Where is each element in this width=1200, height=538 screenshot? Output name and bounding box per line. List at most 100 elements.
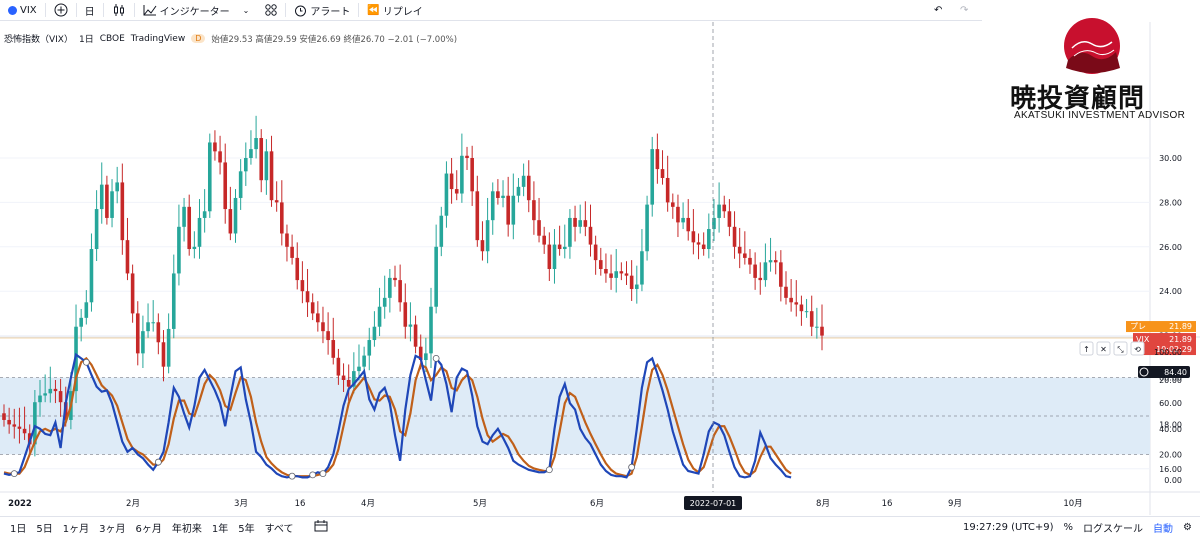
- clock-timezone[interactable]: 19:27:29 (UTC+9): [963, 522, 1054, 533]
- pre-market-label: プレ: [1130, 322, 1146, 331]
- oscillator-series: [3, 352, 792, 480]
- candle-body: [382, 297, 387, 307]
- candle-body: [33, 402, 37, 445]
- candle-body: [691, 231, 696, 243]
- candle-body: [89, 249, 94, 303]
- chart-canvas[interactable]: 30.0028.0026.0024.0022.0020.0018.0016.00…: [0, 0, 1200, 516]
- osc-value-label: 84.40: [1164, 368, 1187, 377]
- candle-body: [228, 209, 233, 234]
- last-price-symbol: VIX: [1136, 335, 1150, 344]
- series-interval: 1日: [78, 35, 94, 45]
- candle-body: [233, 197, 238, 234]
- last-price-value: 21.89: [1169, 335, 1192, 344]
- compare-symbol-button[interactable]: [46, 0, 76, 20]
- pane-button: [1096, 341, 1111, 356]
- price-tick-label: 16.00: [1159, 465, 1182, 474]
- toolbar-divider: [133, 3, 135, 17]
- replay-label: リプレイ: [382, 6, 423, 18]
- candle-body: [207, 142, 212, 212]
- series-source: TradingView: [130, 33, 186, 44]
- candle-body: [341, 375, 346, 380]
- candle-body: [22, 428, 27, 434]
- range-5y[interactable]: 5年: [238, 524, 255, 535]
- plus-circle-icon: [54, 3, 68, 17]
- percent-toggle[interactable]: %: [1063, 522, 1074, 533]
- candle-body: [671, 202, 675, 207]
- alert-label: アラート: [310, 6, 351, 18]
- candles-icon: [113, 4, 124, 16]
- grid-icon: [265, 4, 278, 16]
- candle-body: [38, 395, 42, 403]
- candle-body: [470, 158, 474, 192]
- candle-body: [485, 220, 490, 252]
- range-all[interactable]: すべて: [264, 524, 294, 535]
- candle-body: [141, 331, 145, 354]
- toolbar-divider: [285, 3, 287, 17]
- candle-body: [17, 426, 22, 429]
- crossover-marker: [154, 458, 162, 466]
- candle-body: [84, 302, 89, 318]
- candle-body: [521, 175, 526, 187]
- chart-type-button[interactable]: [104, 0, 134, 20]
- candle-body: [182, 206, 186, 227]
- minus-circle-icon: [1139, 367, 1149, 377]
- osc-tick-label: 100.00: [1154, 348, 1182, 357]
- candle-body: [568, 217, 572, 247]
- candle-body: [737, 246, 742, 254]
- range-5d[interactable]: 5日: [36, 524, 53, 535]
- time-tick-label: 16: [295, 499, 306, 509]
- candle-body: [151, 322, 155, 324]
- candle-body: [511, 195, 516, 225]
- gear-icon[interactable]: ⚙: [1183, 522, 1192, 533]
- crossover-marker: [432, 354, 440, 362]
- pane-button-label: ✕: [1100, 345, 1107, 354]
- bottom-toolbar: 1日 5日 1ヶ月 3ヶ月 6ヶ月 年初来 1年 5年 すべて 19:27:29…: [0, 516, 1200, 538]
- series-exchange: CBOE: [99, 33, 125, 44]
- pane-button-label: ↑: [1083, 345, 1090, 354]
- candle-body: [655, 149, 660, 170]
- candle-body: [557, 244, 562, 250]
- candle-body: [177, 226, 181, 274]
- candle-body: [202, 211, 207, 218]
- range-1y[interactable]: 1年: [211, 524, 229, 535]
- range-1m[interactable]: 1ヶ月: [62, 524, 90, 535]
- range-3m[interactable]: 3ヶ月: [99, 524, 126, 535]
- interval-button[interactable]: 日: [77, 0, 103, 20]
- candle-body: [2, 413, 6, 420]
- candle-body: [490, 191, 495, 221]
- indicators-button[interactable]: インジケーター ⌄: [135, 0, 258, 20]
- candle-body: [743, 253, 747, 258]
- candle-body: [135, 313, 140, 354]
- candle-body: [537, 220, 541, 236]
- candle-body: [480, 240, 485, 252]
- log-scale-toggle[interactable]: ログスケール: [1083, 524, 1144, 535]
- replay-button[interactable]: ⏪ リプレイ: [359, 0, 430, 20]
- candle-body: [403, 302, 408, 327]
- alert-button[interactable]: アラート: [286, 0, 358, 20]
- series-legend: 恐怖指数（VIX） 1日 CBOE TradingView D 始値29.53 …: [4, 32, 457, 46]
- candle-body: [804, 311, 809, 313]
- range-6m[interactable]: 6ヶ月: [135, 524, 162, 535]
- range-ytd[interactable]: 年初来: [171, 524, 202, 535]
- candle-body: [295, 257, 300, 281]
- layout-button[interactable]: [257, 0, 285, 20]
- crossover-marker: [288, 472, 296, 480]
- candle-body: [532, 200, 536, 221]
- market-status-badge[interactable]: D: [191, 34, 206, 43]
- redo-button[interactable]: ↷: [952, 0, 976, 20]
- candle-body: [758, 277, 763, 281]
- undo-button[interactable]: ↶: [926, 0, 950, 20]
- date-range-button[interactable]: [309, 520, 333, 535]
- candle-body: [665, 177, 670, 203]
- auto-scale-toggle[interactable]: 自動: [1153, 524, 1174, 535]
- alarm-clock-icon: [295, 5, 307, 16]
- range-1d[interactable]: 1日: [10, 524, 27, 535]
- candle-body: [197, 217, 202, 247]
- candle-body: [274, 200, 279, 203]
- candle-body: [598, 260, 603, 269]
- candle-body: [619, 271, 624, 274]
- candle-body: [578, 220, 583, 227]
- price-tick-label: 26.00: [1159, 243, 1182, 252]
- osc-tick-label: 0.00: [1164, 476, 1182, 485]
- symbol-search[interactable]: VIX: [0, 0, 45, 20]
